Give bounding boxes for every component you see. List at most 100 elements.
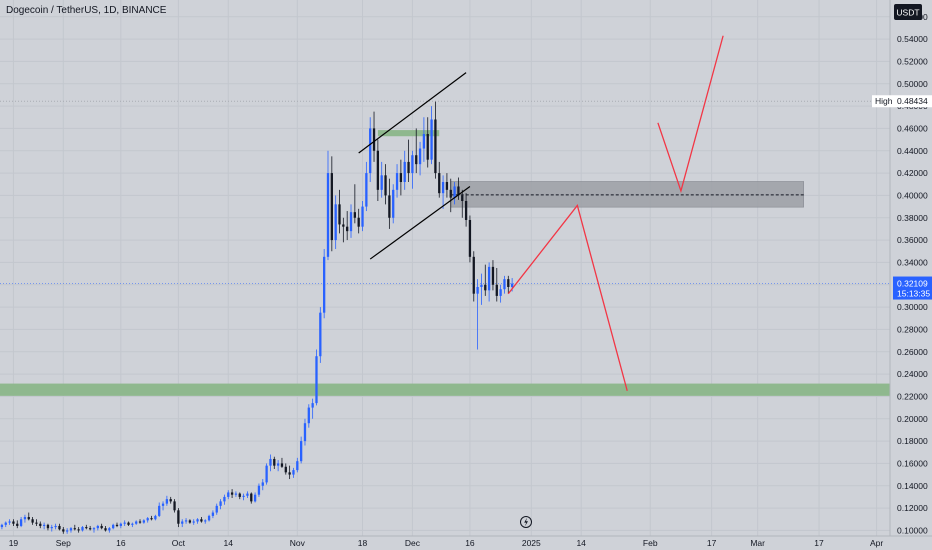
candle-body-28 bbox=[108, 528, 111, 531]
candle-body-109 bbox=[418, 148, 422, 165]
candle-body-39 bbox=[150, 518, 153, 520]
x-tick-label-14: 17 bbox=[814, 538, 824, 548]
currency-badge[interactable]: USDT bbox=[894, 4, 922, 20]
candle-body-130 bbox=[499, 289, 502, 296]
y-tick-label-15: 0.26000 bbox=[897, 347, 928, 357]
candle-body-44 bbox=[169, 499, 172, 502]
y-tick-label-16: 0.24000 bbox=[897, 369, 928, 379]
chart-title: Dogecoin / TetherUS, 1D, BINANCE bbox=[6, 5, 167, 16]
candle-body-91 bbox=[349, 212, 353, 232]
price-axis[interactable] bbox=[890, 0, 932, 550]
y-tick-label-13: 0.30000 bbox=[897, 302, 928, 312]
time-axis[interactable] bbox=[0, 536, 932, 550]
candle-body-54 bbox=[207, 515, 211, 521]
candle-body-37 bbox=[142, 520, 146, 523]
candle-body-69 bbox=[265, 465, 268, 483]
candle-body-3 bbox=[12, 521, 15, 524]
candle-body-10 bbox=[39, 523, 42, 526]
candle-body-65 bbox=[250, 493, 253, 502]
high-value: 0.48434 bbox=[897, 96, 928, 106]
candle-body-51 bbox=[196, 519, 199, 522]
candle-body-36 bbox=[138, 521, 142, 523]
candle-body-89 bbox=[342, 224, 345, 227]
candle-body-64 bbox=[246, 493, 249, 496]
candle-body-107 bbox=[411, 155, 414, 174]
last-price-value: 0.32109 bbox=[897, 279, 928, 289]
candle-body-24 bbox=[92, 528, 96, 530]
candle-body-96 bbox=[369, 128, 372, 174]
candle-body-114 bbox=[438, 173, 441, 194]
candle-body-66 bbox=[253, 494, 257, 502]
candle-body-29 bbox=[112, 524, 115, 529]
x-tick-label-0: 19 bbox=[9, 538, 19, 548]
y-tick-label-11: 0.34000 bbox=[897, 257, 928, 267]
y-tick-label-17: 0.22000 bbox=[897, 391, 928, 401]
candle-body-25 bbox=[96, 525, 99, 529]
candle-body-2 bbox=[8, 521, 11, 523]
channel-line-0 bbox=[358, 72, 467, 154]
candle-body-83 bbox=[319, 312, 322, 357]
channel-line-1 bbox=[369, 185, 471, 260]
candle-body-81 bbox=[311, 403, 314, 408]
x-tick-label-2: 16 bbox=[116, 538, 126, 548]
x-tick-label-11: Feb bbox=[643, 538, 658, 548]
candle-body-56 bbox=[215, 505, 218, 513]
candle-body-26 bbox=[100, 525, 103, 529]
y-tick-label-8: 0.40000 bbox=[897, 190, 928, 200]
high-label-bg bbox=[872, 95, 893, 108]
candle-body-120 bbox=[461, 195, 464, 201]
lightning-icon[interactable] bbox=[520, 516, 532, 528]
candle-body-86 bbox=[330, 173, 333, 241]
candle-body-46 bbox=[177, 510, 180, 524]
candle-body-76 bbox=[292, 470, 295, 475]
x-tick-label-8: 16 bbox=[465, 538, 475, 548]
projection-line-1 bbox=[657, 35, 724, 194]
candle-body-128 bbox=[491, 266, 495, 285]
candle-body-21 bbox=[81, 527, 84, 531]
x-tick-label-4: 14 bbox=[224, 538, 234, 548]
candle-body-70 bbox=[269, 458, 272, 466]
y-tick-label-18: 0.20000 bbox=[897, 414, 928, 424]
candle-body-85 bbox=[326, 173, 330, 257]
candle-body-57 bbox=[219, 501, 222, 506]
candles bbox=[0, 101, 514, 534]
y-tick-label-10: 0.36000 bbox=[897, 235, 928, 245]
x-tick-label-6: 18 bbox=[358, 538, 368, 548]
candle-body-99 bbox=[380, 175, 383, 190]
candle-body-45 bbox=[173, 501, 176, 511]
candle-body-97 bbox=[372, 128, 376, 151]
x-tick-label-10: 14 bbox=[576, 538, 586, 548]
candle-body-71 bbox=[273, 458, 276, 466]
candle-body-103 bbox=[395, 173, 399, 190]
y-tick-label-23: 0.10000 bbox=[897, 525, 928, 535]
y-tick-label-20: 0.16000 bbox=[897, 458, 928, 468]
candle-body-74 bbox=[284, 466, 287, 473]
candle-body-124 bbox=[476, 286, 479, 294]
currency-label: USDT bbox=[896, 8, 919, 18]
candle-body-115 bbox=[441, 182, 445, 194]
candle-body-116 bbox=[445, 182, 449, 190]
candle-body-72 bbox=[276, 463, 280, 466]
x-tick-label-5: Nov bbox=[290, 538, 306, 548]
currency-badge-bg bbox=[894, 4, 922, 20]
candle-body-117 bbox=[449, 189, 452, 198]
y-tick-label-3: 0.50000 bbox=[897, 79, 928, 89]
high-value-bg bbox=[893, 95, 932, 108]
x-tick-label-3: Oct bbox=[172, 538, 186, 548]
x-tick-label-15: Apr bbox=[870, 538, 883, 548]
candle-body-31 bbox=[119, 523, 122, 526]
candle-body-121 bbox=[464, 201, 468, 220]
candle-body-84 bbox=[323, 256, 326, 313]
candle-body-55 bbox=[211, 512, 215, 516]
candle-body-30 bbox=[115, 524, 119, 526]
candle-body-35 bbox=[135, 521, 138, 524]
candle-body-95 bbox=[365, 173, 368, 207]
candle-body-8 bbox=[31, 519, 34, 523]
candle-body-14 bbox=[54, 525, 57, 528]
candle-body-9 bbox=[35, 522, 38, 524]
candle-body-4 bbox=[16, 523, 19, 526]
candle-body-62 bbox=[238, 493, 241, 497]
